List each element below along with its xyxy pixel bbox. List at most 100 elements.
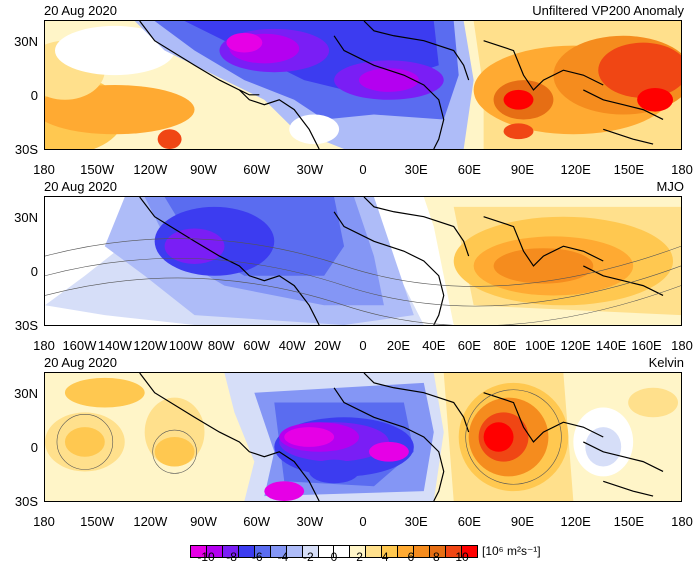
colorbar-tick-label: 10 [455,550,469,564]
lon-label: 90E [510,514,535,529]
lon-label: 40E [422,338,446,353]
lat-label: 30S [14,318,38,333]
colorbar-swatch [318,546,335,557]
lon-label: 120E [560,514,591,529]
lon-label: 0 [359,338,367,353]
lon-label: 140W [97,338,132,353]
lon-label: 0 [359,514,367,529]
lon-label: 30W [296,514,324,529]
lon-label: 90E [510,162,535,177]
vp200-field-map [45,21,681,149]
lon-label: 120W [133,338,168,353]
lon-label: 180 [671,514,693,529]
lon-label: 60W [243,338,271,353]
colorbar-units: [10⁶ m²s⁻¹] [482,544,541,558]
lon-label: 80W [207,338,235,353]
colorbar-swatch [366,546,383,557]
colorbar-swatch [382,546,399,557]
lon-label: 180 [33,338,55,353]
lon-label: 100E [525,338,556,353]
lon-label: 90W [190,514,217,529]
lat-label: 0 [30,440,38,455]
colorbar-tick-label: 2 [356,550,363,564]
lat-label: 30S [14,494,38,509]
colorbar-swatch [206,546,223,557]
colorbar-swatch [461,546,477,557]
lon-label: 60W [243,162,271,177]
colorbar-swatch [286,546,303,557]
colorbar-swatch [414,546,431,557]
lon-label: 120W [133,162,168,177]
colorbar-tick-label: -6 [251,550,263,564]
colorbar-swatch [398,546,415,557]
lon-label: 120E [560,338,591,353]
colorbar-swatch [254,546,271,557]
lon-label: 30W [296,162,324,177]
lon-label: 80E [493,338,517,353]
panel-title: MJO [656,179,684,194]
panel-mjo: 20 Aug 2020 MJO [0,176,696,356]
map-kelvin [44,372,682,502]
colorbar-swatch [191,546,207,557]
colorbar-tick-label: -8 [226,550,237,564]
lat-label: 0 [30,88,38,103]
panel-kelvin: 20 Aug 2020 Kelvin [0,352,696,532]
colorbar-tick-label: 8 [433,550,440,564]
panel-title: Unfiltered VP200 Anomaly [532,3,684,18]
colorbar [190,545,478,558]
lon-label: 120E [560,162,591,177]
colorbar-swatch [446,546,462,557]
lon-label: 90W [190,162,217,177]
lon-label: 60E [457,514,481,529]
map-mjo [44,196,682,326]
lon-label: 20W [314,338,341,353]
lon-label: 140E [595,338,627,353]
panel-title: Kelvin [648,355,684,370]
panel-date: 20 Aug 2020 [44,3,118,18]
colorbar-swatch [350,546,367,557]
lon-label: 180 [671,338,693,353]
panel-date: 20 Aug 2020 [44,179,118,194]
colorbar-swatch [334,546,351,557]
lon-label: 40W [278,338,306,353]
lat-label: 0 [30,264,38,279]
colorbar-swatch [222,546,239,557]
panel-unfiltered: 20 Aug 2020 Unfiltered VP200 Anomaly [0,0,696,180]
lon-label: 180 [671,162,693,177]
lon-label: 180 [33,162,55,177]
lat-label: 30S [14,142,38,157]
colorbar-swatch [430,546,446,557]
colorbar-tick-label: 4 [381,550,389,564]
colorbar-tick-label: -10 [197,550,215,564]
map-unfiltered [44,20,682,150]
lon-label: 60W [243,514,271,529]
lon-label: 150W [80,162,115,177]
lon-label: 180 [33,514,55,529]
lon-label: 30E [404,162,428,177]
lon-label: 150W [80,514,115,529]
colorbar-tick-label: 0 [330,550,338,564]
lat-label: 30N [14,386,38,401]
lat-label: 30N [14,34,38,49]
lon-label: 120W [133,514,168,529]
lon-label: 150E [613,162,645,177]
lon-label: 100W [168,338,203,353]
lon-label: 150E [613,514,645,529]
lon-label: 30E [404,514,428,529]
lon-label: 60E [457,338,481,353]
mjo-field-map [45,197,681,325]
lon-label: 160W [62,338,97,353]
lat-label: 30N [14,210,38,225]
panel-date: 20 Aug 2020 [44,355,118,370]
colorbar-swatch [270,546,287,557]
colorbar-swatch [302,546,319,557]
colorbar-tick-label: -4 [277,550,289,564]
colorbar-swatch [238,546,255,557]
colorbar-tick-label: -2 [303,550,314,564]
lon-label: 20E [386,338,411,353]
colorbar-tick-label: 6 [407,550,415,564]
kelvin-field-map [45,373,681,501]
lon-label: 160E [631,338,662,353]
lon-label: 0 [359,162,367,177]
lon-label: 60E [457,162,481,177]
